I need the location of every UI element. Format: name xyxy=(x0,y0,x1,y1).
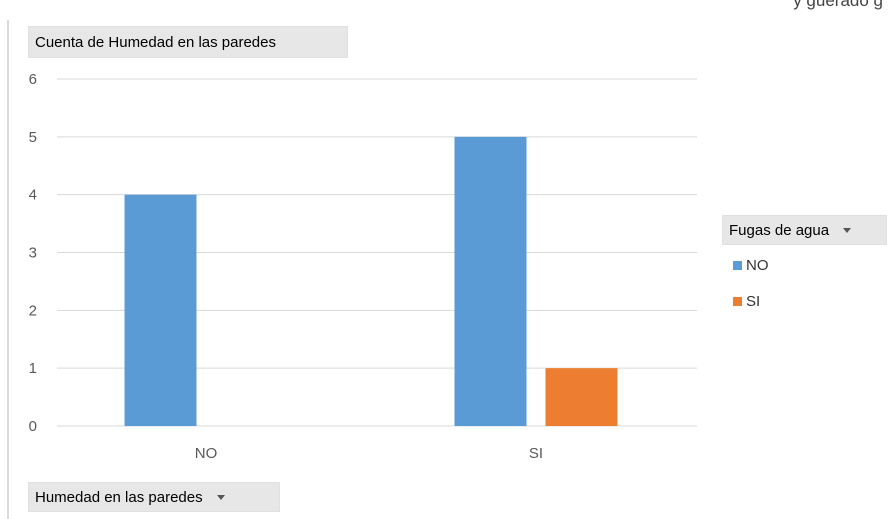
bar-si-no[interactable] xyxy=(454,136,527,427)
bar-no-no[interactable] xyxy=(124,194,197,426)
y-tick-label-6: 6 xyxy=(29,71,37,88)
legend-label-si: SI xyxy=(746,293,761,310)
x-tick-label-si: SI xyxy=(529,445,543,462)
legend-swatch-si xyxy=(733,297,742,306)
chart-title: Cuenta de Humedad en las paredes xyxy=(35,33,276,51)
legend-title: Fugas de agua xyxy=(729,221,830,239)
legend-item-no: NO xyxy=(733,257,769,274)
axis-field-label: Humedad en las paredes xyxy=(35,488,203,506)
x-axis-tick-labels: NO SI xyxy=(195,445,543,462)
legend-swatch-no xyxy=(733,261,742,270)
axis-field-button[interactable]: Humedad en las paredes xyxy=(28,482,280,512)
x-tick-label-no: NO xyxy=(195,445,218,462)
y-tick-label-4: 4 xyxy=(29,187,37,204)
legend-field-button[interactable]: Fugas de agua xyxy=(722,215,887,245)
cut-off-header-text: y güerado g xyxy=(0,0,889,14)
y-tick-label-1: 1 xyxy=(29,360,37,377)
y-tick-label-0: 0 xyxy=(29,418,37,435)
y-axis-tick-labels: 0 1 2 3 4 5 6 xyxy=(29,71,37,435)
y-tick-label-5: 5 xyxy=(29,129,37,146)
legend-dropdown-icon[interactable] xyxy=(843,227,852,233)
chart-area-edge xyxy=(7,20,9,519)
legend-item-si: SI xyxy=(733,293,760,310)
bars[interactable] xyxy=(124,136,618,427)
y-tick-label-2: 2 xyxy=(29,302,37,319)
values-field-button[interactable]: Cuenta de Humedad en las paredes xyxy=(28,26,348,58)
y-tick-label-3: 3 xyxy=(29,245,37,262)
legend-label-no: NO xyxy=(746,257,769,274)
axis-dropdown-icon[interactable] xyxy=(216,494,225,500)
cut-off-header-label: y güerado g xyxy=(793,0,883,10)
bar-si-si[interactable] xyxy=(545,368,618,426)
